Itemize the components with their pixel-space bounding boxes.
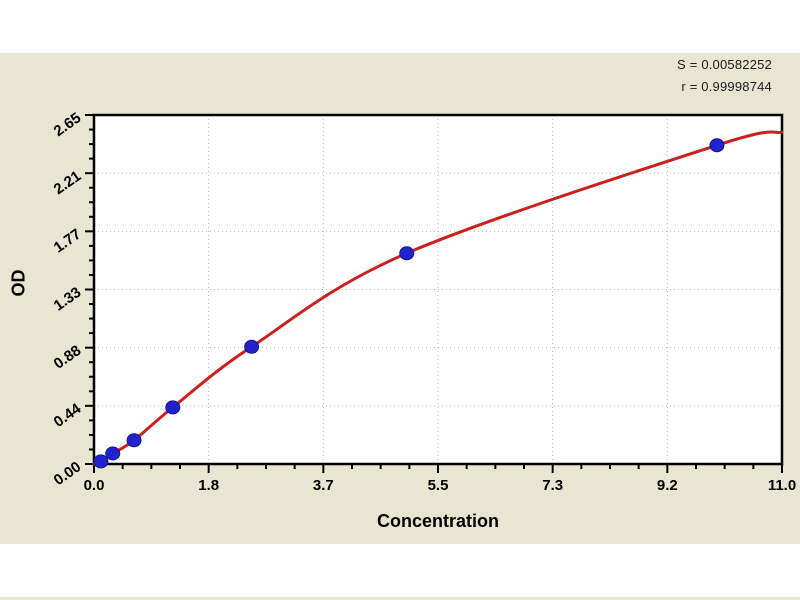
data-point (126, 433, 142, 448)
y-tick-label: 0.88 (51, 342, 85, 373)
plot-frame (92, 113, 784, 466)
x-tick-label: 9.2 (657, 477, 678, 494)
data-point (165, 400, 181, 415)
data-point (244, 339, 260, 354)
x-tick-label: 3.7 (313, 477, 334, 494)
y-tick-label: 2.65 (51, 109, 85, 140)
fit-statistics: S = 0.00582252 r = 0.99998744 (677, 54, 772, 98)
y-tick-label: 1.33 (51, 284, 85, 315)
x-tick-label: 11.0 (768, 477, 796, 494)
y-tick-label: 0.44 (51, 400, 85, 431)
x-tick-label: 1.8 (198, 477, 219, 494)
y-axis-title: OD (8, 269, 29, 297)
x-tick-labels: 0.0 1.8 3.7 5.5 7.3 9.2 11.0 (84, 477, 797, 494)
gridlines (94, 115, 782, 464)
data-points (93, 138, 725, 469)
x-tick-label: 5.5 (428, 477, 449, 494)
x-tick-label: 0.0 (84, 477, 105, 494)
y-tick-label: 0.00 (51, 458, 85, 489)
y-tick-label: 2.21 (51, 168, 85, 199)
x-axis-title: Concentration (376, 511, 499, 531)
bottom-edge-strip (0, 597, 800, 600)
data-point (709, 138, 725, 153)
y-tick-labels: 0.00 0.44 0.88 1.33 1.77 2.21 2.65 (51, 109, 85, 489)
fit-stat-s: S = 0.00582252 (677, 57, 772, 72)
data-point (105, 446, 121, 461)
data-point (399, 246, 415, 261)
fit-stat-r: r = 0.99998744 (681, 79, 772, 94)
x-tick-label: 7.3 (542, 477, 563, 494)
data-point (93, 454, 109, 469)
y-tick-label: 1.77 (51, 226, 85, 257)
